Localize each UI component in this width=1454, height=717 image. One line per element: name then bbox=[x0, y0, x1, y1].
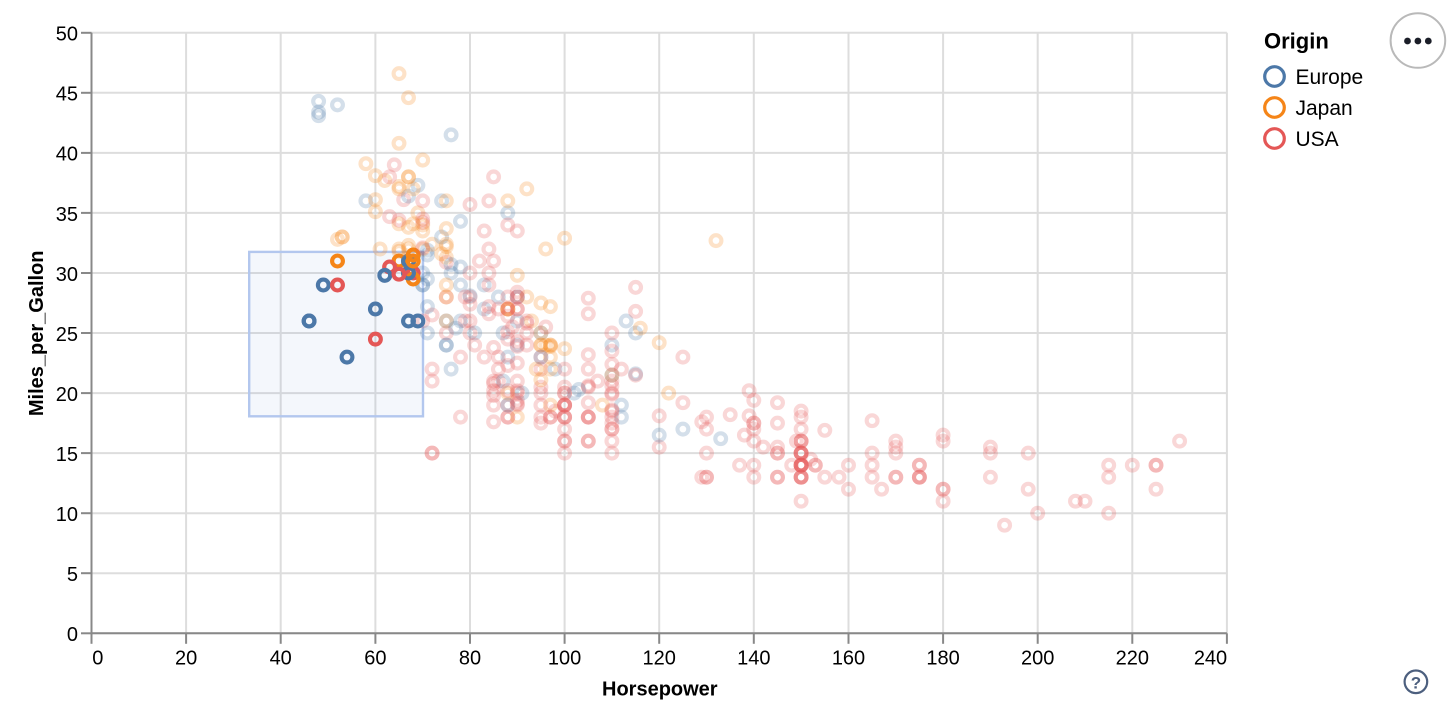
svg-text:200: 200 bbox=[1021, 647, 1054, 669]
svg-text:180: 180 bbox=[926, 647, 959, 669]
svg-text:100: 100 bbox=[548, 647, 581, 669]
svg-text:0: 0 bbox=[92, 647, 103, 669]
svg-text:45: 45 bbox=[56, 84, 78, 106]
svg-text:Europe: Europe bbox=[1296, 66, 1364, 89]
svg-text:5: 5 bbox=[67, 564, 78, 586]
svg-text:10: 10 bbox=[56, 504, 78, 526]
svg-text:240: 240 bbox=[1194, 647, 1227, 669]
svg-text:50: 50 bbox=[56, 24, 78, 46]
svg-text:220: 220 bbox=[1116, 647, 1149, 669]
svg-text:Miles_per_Gallon: Miles_per_Gallon bbox=[26, 250, 48, 416]
svg-text:?: ? bbox=[1411, 674, 1421, 693]
svg-text:80: 80 bbox=[459, 647, 481, 669]
svg-text:160: 160 bbox=[832, 647, 865, 669]
svg-text:15: 15 bbox=[56, 444, 78, 466]
svg-text:40: 40 bbox=[56, 144, 78, 166]
svg-text:USA: USA bbox=[1296, 128, 1339, 151]
svg-text:Horsepower: Horsepower bbox=[602, 679, 718, 701]
svg-text:140: 140 bbox=[737, 647, 770, 669]
svg-text:120: 120 bbox=[643, 647, 676, 669]
svg-text:20: 20 bbox=[175, 647, 197, 669]
svg-text:25: 25 bbox=[56, 324, 78, 346]
svg-text:20: 20 bbox=[56, 384, 78, 406]
svg-text:30: 30 bbox=[56, 264, 78, 286]
svg-text:Japan: Japan bbox=[1296, 97, 1353, 120]
svg-text:60: 60 bbox=[364, 647, 386, 669]
svg-text:0: 0 bbox=[67, 624, 78, 646]
svg-text:35: 35 bbox=[56, 204, 78, 226]
svg-text:Origin: Origin bbox=[1264, 29, 1329, 54]
svg-text:40: 40 bbox=[270, 647, 292, 669]
